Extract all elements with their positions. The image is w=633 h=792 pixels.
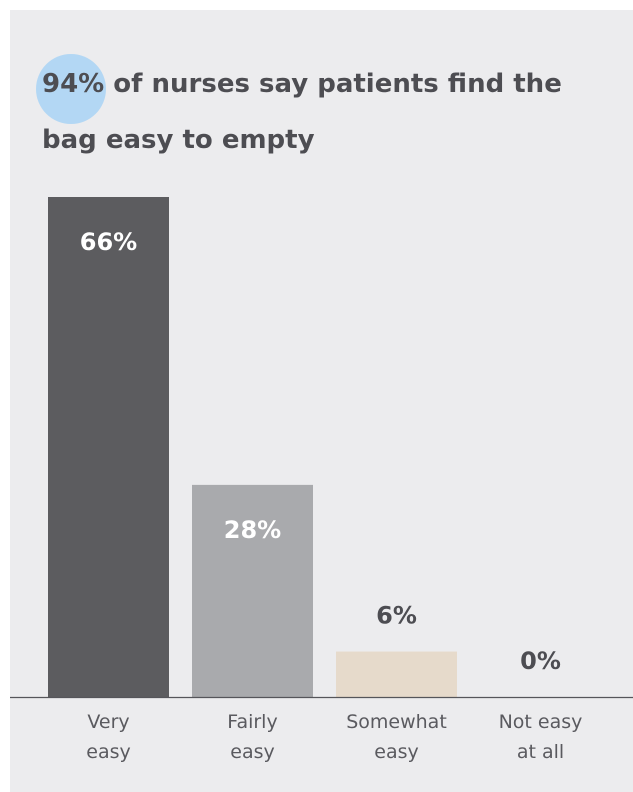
category-label-line: at all [516,741,565,763]
category-label-line: Very [87,711,130,733]
bar-somewhat-easy [336,651,457,697]
data-label-very-easy: 66% [80,228,137,256]
bar-very-easy [48,197,169,697]
chart-title: 94% of nurses say patients find the bag … [35,54,602,168]
category-label-line: Fairly [227,711,278,733]
data-label-somewhat-easy: 6% [376,602,417,630]
category-label-line: easy [86,741,131,763]
category-label-line: Somewhat [346,711,447,733]
category-label-line: Not easy [498,711,583,733]
bar-fairly-easy [192,484,313,697]
data-label-fairly-easy: 28% [224,516,281,544]
title-rest: of nurses say patients find the bag easy… [42,69,562,155]
category-label-line: easy [374,741,419,763]
data-label-not-easy-at-all: 0% [520,647,561,675]
category-label-fairly-easy: Fairly easy [188,707,318,767]
category-label-not-easy-at-all: Not easy at all [476,707,606,767]
category-label-very-easy: Very easy [44,707,174,767]
category-label-somewhat-easy: Somewhat easy [332,707,462,767]
category-label-line: easy [230,741,275,763]
